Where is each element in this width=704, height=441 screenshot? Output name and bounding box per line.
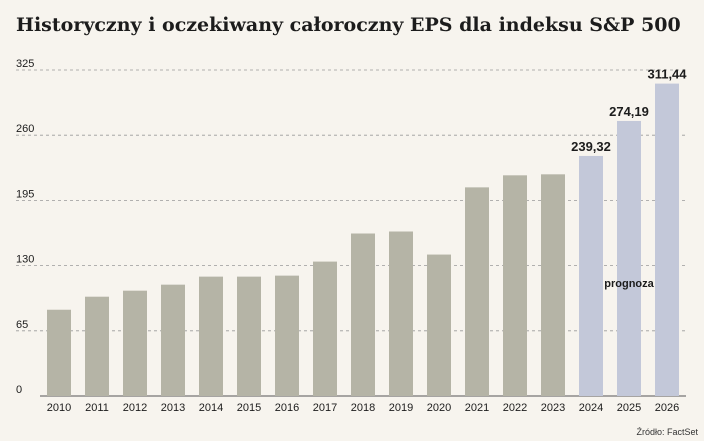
y-tick-label: 65 xyxy=(16,319,28,331)
labels: 0 65 130 195 260 325 2010 2011 2012 2013 2014 2015 2… xyxy=(16,58,687,414)
y-tick-label: 325 xyxy=(16,58,34,70)
bar-forecast xyxy=(579,155,603,396)
x-tick-label: 2023 xyxy=(541,402,565,414)
bar xyxy=(199,276,223,396)
bar xyxy=(275,275,299,396)
data-label: 311,44 xyxy=(647,67,687,82)
x-tick-label: 2013 xyxy=(161,402,185,414)
data-label: 239,32 xyxy=(571,139,611,154)
x-tick-label: 2015 xyxy=(237,402,261,414)
bar xyxy=(123,290,147,396)
x-tick-label: 2011 xyxy=(85,402,109,414)
x-tick-label: 2012 xyxy=(123,402,147,414)
bar xyxy=(85,296,109,396)
bar xyxy=(351,233,375,396)
source-note: Źródło: FactSet xyxy=(636,427,698,437)
x-tick-label: 2025 xyxy=(617,402,641,414)
x-tick-label: 2019 xyxy=(389,402,413,414)
y-tick-label: 130 xyxy=(16,254,34,266)
bar xyxy=(237,276,261,396)
bar xyxy=(541,174,565,396)
bar-forecast xyxy=(655,83,679,397)
x-tick-label: 2016 xyxy=(275,402,299,414)
bar-forecast xyxy=(617,120,641,396)
bar xyxy=(427,254,451,396)
data-label: 274,19 xyxy=(609,104,649,119)
x-tick-label: 2010 xyxy=(47,402,71,414)
x-tick-label: 2017 xyxy=(313,402,337,414)
bar xyxy=(313,261,337,396)
x-tick-label: 2021 xyxy=(465,402,489,414)
x-tick-label: 2024 xyxy=(579,402,603,414)
x-tick-label: 2022 xyxy=(503,402,527,414)
y-tick-label: 195 xyxy=(16,188,34,200)
chart-title: Historyczny i oczekiwany całoroczny EPS … xyxy=(16,14,681,36)
bar xyxy=(47,309,71,396)
y-tick-label: 0 xyxy=(16,384,22,396)
x-tick-label: 2026 xyxy=(655,402,679,414)
bar xyxy=(389,231,413,396)
x-tick-label: 2020 xyxy=(427,402,451,414)
bar xyxy=(465,187,489,396)
y-tick-label: 260 xyxy=(16,123,34,135)
bar xyxy=(161,284,185,396)
x-tick-label: 2014 xyxy=(199,402,223,414)
forecast-annotation: prognoza xyxy=(604,278,654,290)
x-tick-label: 2018 xyxy=(351,402,375,414)
bars xyxy=(47,83,679,397)
bar xyxy=(503,175,527,396)
